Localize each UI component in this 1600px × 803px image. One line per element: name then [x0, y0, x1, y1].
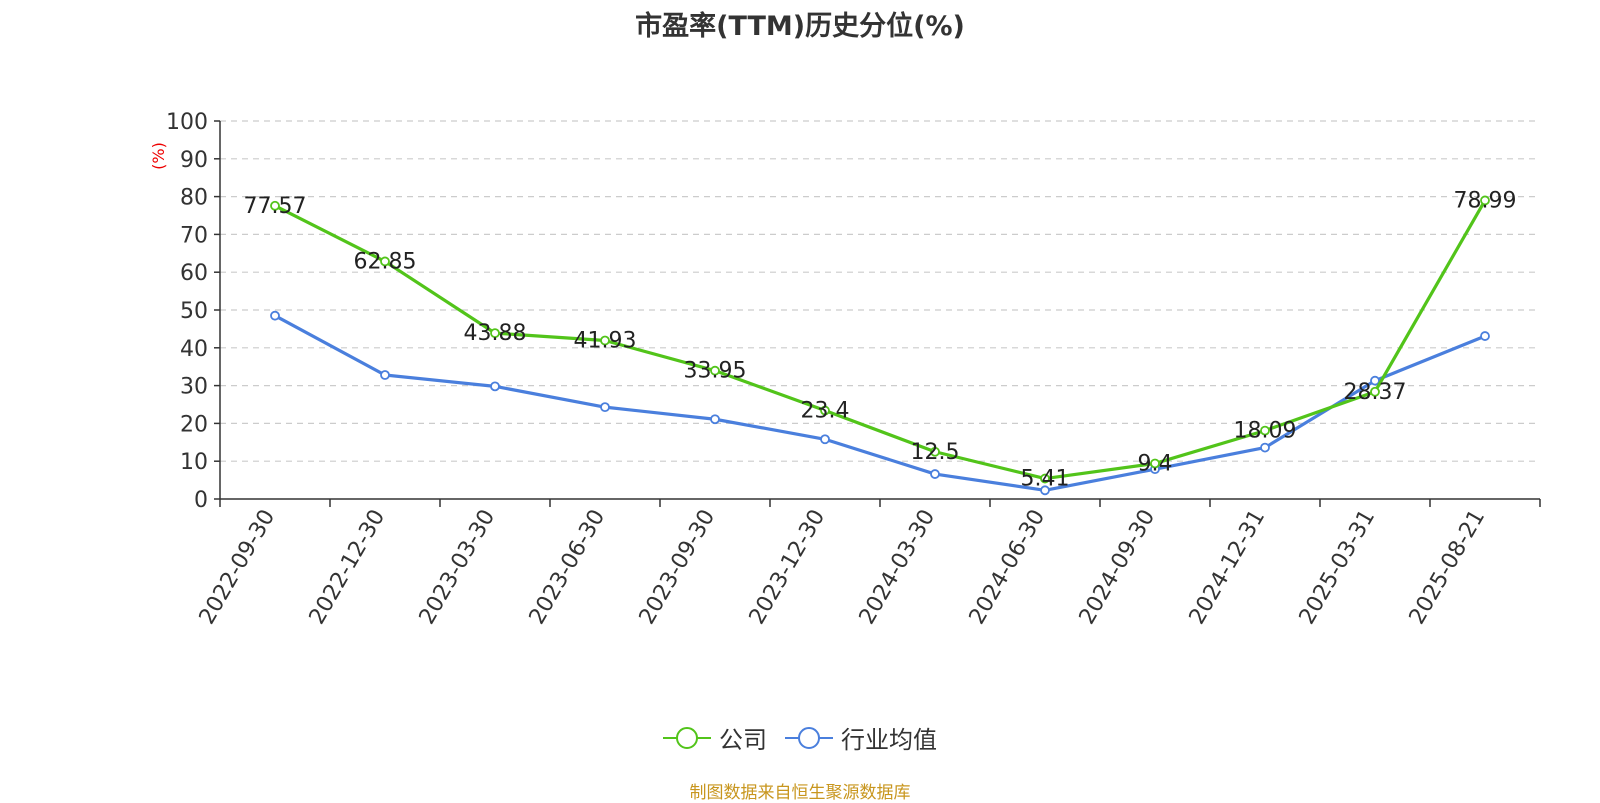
data-label: 12.5: [911, 440, 960, 465]
y-tick-label: 30: [180, 375, 208, 400]
x-tick-label: 2024-09-30: [1075, 506, 1161, 629]
data-point-0: [1260, 425, 1270, 436]
data-label: 28.37: [1344, 380, 1407, 405]
grid-lines: [220, 120, 1540, 462]
data-point-1: [1260, 442, 1270, 453]
y-tick-label: 40: [180, 337, 208, 362]
data-label: 33.95: [684, 359, 747, 384]
data-point-0: [1040, 473, 1050, 484]
data-point-0: [270, 200, 280, 211]
data-label: 43.88: [464, 321, 527, 346]
data-source-note: 制图数据来自恒生聚源数据库: [689, 783, 911, 803]
x-tick-label: 2025-08-21: [1405, 506, 1491, 629]
data-label: 78.99: [1454, 188, 1517, 213]
data-label: 5.41: [1021, 467, 1070, 492]
data-point-0: [380, 256, 390, 267]
data-point-0: [1150, 458, 1160, 469]
x-tick-label: 2022-09-30: [195, 506, 281, 629]
data-label: 41.93: [574, 329, 637, 354]
data-point-1: [1480, 331, 1490, 341]
y-tick-label: 50: [180, 299, 208, 324]
data-label: 9.4: [1138, 451, 1173, 476]
legend-marker-industry: [785, 726, 833, 749]
data-labels: 77.57 62.85 43.88 41.93 33.95 23.4 12.5 5.41 9.4…: [244, 188, 1517, 491]
y-tick-label: 70: [180, 223, 208, 248]
x-tick-label: 2024-03-30: [855, 506, 941, 629]
data-point-0: [490, 328, 500, 339]
legend-item-company[interactable]: 公司: [663, 720, 767, 755]
data-label: 62.85: [354, 249, 417, 274]
data-point-1: [270, 310, 280, 321]
data-point-1: [600, 402, 610, 413]
data-label: 23.4: [801, 399, 850, 424]
data-point-1: [820, 434, 830, 445]
data-point-0: [930, 446, 940, 457]
data-point-0: [600, 335, 610, 346]
y-tick-label: 10: [180, 450, 208, 475]
data-point-0: [710, 365, 720, 376]
data-point-1: [1040, 485, 1050, 496]
data-point-1: [1370, 375, 1380, 386]
data-label: 77.57: [244, 194, 307, 219]
x-tick-label: 2024-12-31: [1185, 506, 1271, 629]
data-point-0: [820, 405, 830, 416]
series-line-1: [274, 314, 1486, 492]
x-tick-label: 2023-03-30: [415, 506, 501, 629]
legend-item-industry[interactable]: 行业均值: [785, 720, 937, 755]
data-point-1: [930, 469, 940, 479]
chart-title: 市盈率(TTM)历史分位(%): [635, 11, 965, 42]
y-tick-label: 0: [194, 488, 208, 513]
series-line-0: [274, 199, 1487, 481]
data-point-0: [1480, 195, 1490, 206]
y-tick-label: 20: [180, 412, 208, 437]
axes: [214, 120, 1541, 507]
data-point-1: [380, 370, 390, 380]
data-label: 18.09: [1234, 419, 1297, 444]
y-tick-label: 90: [180, 148, 208, 173]
y-axis-unit-label: (%): [149, 142, 168, 170]
y-tick-label: 100: [166, 110, 208, 135]
y-tick-label: 60: [180, 261, 208, 286]
data-point-1: [490, 381, 500, 392]
series-layer: [270, 195, 1490, 496]
data-point-0: [1370, 386, 1380, 397]
x-tick-label: 2022-12-30: [305, 506, 391, 629]
x-tick-label: 2023-06-30: [525, 506, 611, 629]
data-point-1: [710, 414, 720, 425]
legend-label-industry: 行业均值: [841, 726, 937, 754]
y-tick-label: 80: [180, 186, 208, 211]
x-tick-label: 2023-12-30: [745, 506, 831, 629]
legend-marker-company: [663, 726, 711, 749]
x-tick-label: 2025-03-31: [1295, 506, 1381, 629]
legend-label-company: 公司: [719, 726, 767, 754]
y-tick-labels: 0 10 20 30 40 50 60 70 80 90 100: [166, 110, 208, 513]
x-tick-label: 2023-09-30: [635, 506, 721, 629]
legend: 公司 行业均值: [0, 720, 1600, 755]
x-tick-label: 2024-06-30: [965, 506, 1051, 629]
x-tick-labels: 2022-09-30 2022-12-30 2023-03-30 2023-06-30…: [195, 506, 1491, 629]
